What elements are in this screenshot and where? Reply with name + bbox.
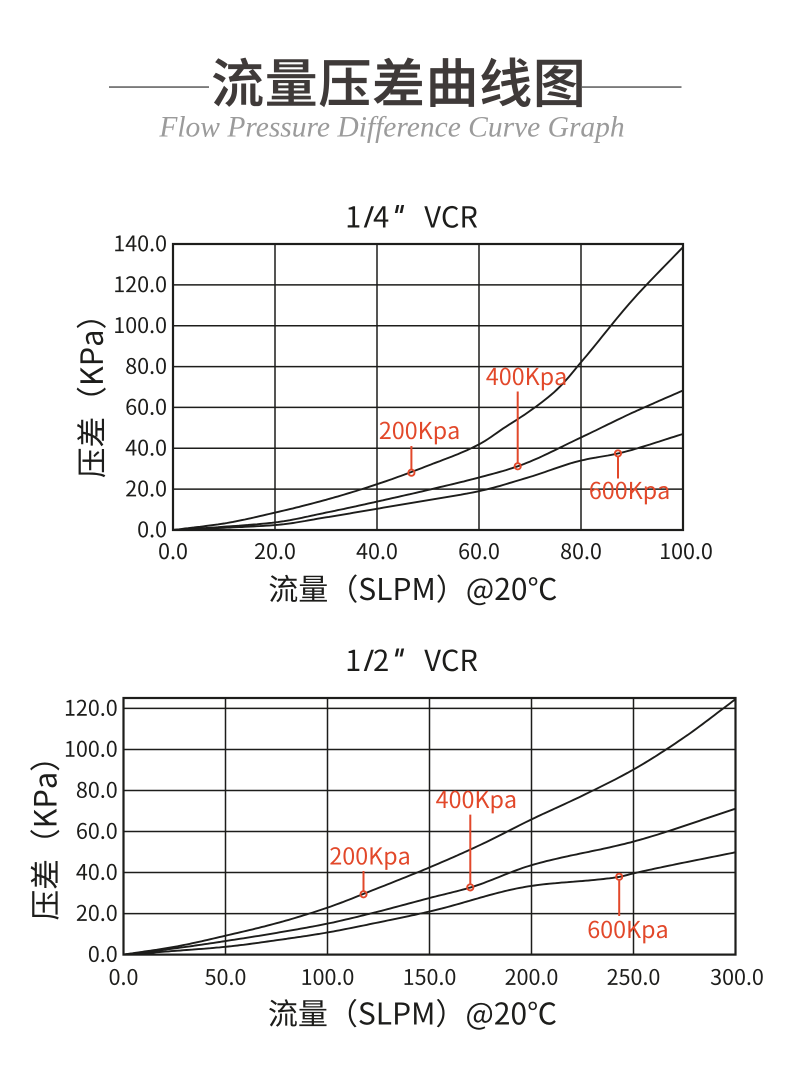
svg-text:Flow Pressure Difference Curve: Flow Pressure Difference Curve Graph: [158, 111, 624, 143]
